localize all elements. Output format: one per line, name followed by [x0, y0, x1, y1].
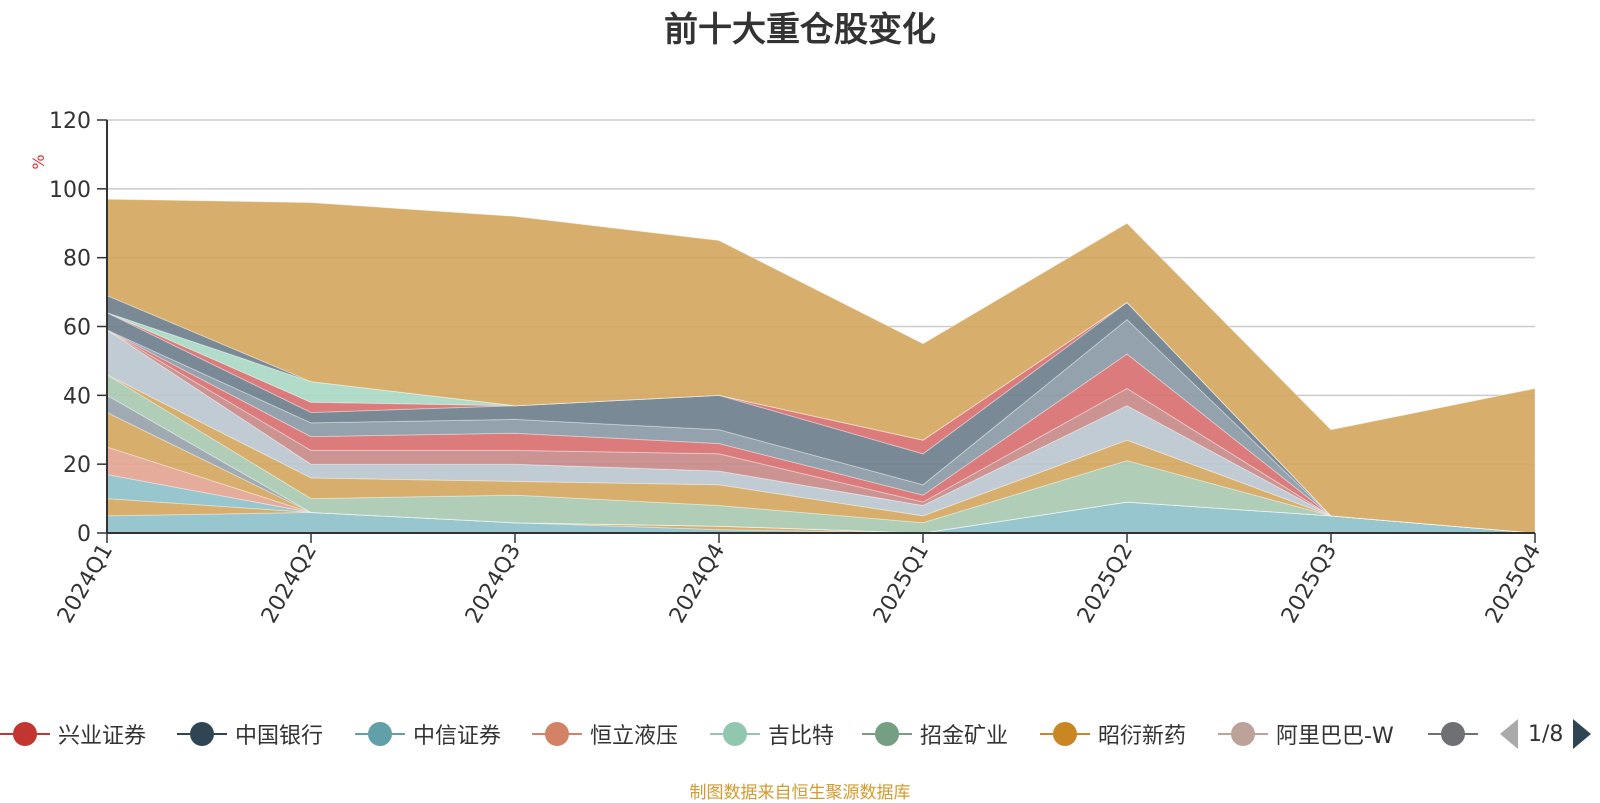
- legend-item[interactable]: 吉比特: [710, 716, 834, 752]
- legend-item[interactable]: 招金矿业: [862, 716, 1008, 752]
- legend-marker-icon: [177, 722, 227, 746]
- legend-item[interactable]: 昭衍新药: [1040, 716, 1186, 752]
- y-tick-label: 60: [63, 316, 91, 341]
- x-tick-label: 2024Q3: [461, 540, 526, 628]
- y-tick-label: 100: [49, 178, 91, 203]
- chart-title: 前十大重仓股变化: [664, 10, 936, 50]
- legend-item[interactable]: 恒立液压: [532, 716, 678, 752]
- x-tick-label: 2024Q2: [257, 540, 322, 628]
- legend-label: 吉比特: [768, 724, 835, 749]
- y-tick-label: 20: [63, 453, 91, 478]
- legend-marker-icon: [1040, 722, 1090, 746]
- legend-label: 阿里巴巴-W: [1276, 724, 1394, 749]
- legend-label: 昭衍新药: [1098, 724, 1187, 749]
- legend: 兴业证券 中国银行 中信证券 恒立液压 吉比特 招金矿业 昭衍新药 阿里巴巴-W: [0, 716, 1600, 752]
- legend-marker-icon: [710, 722, 760, 746]
- y-tick-label: 0: [77, 522, 91, 547]
- legend-item[interactable]: 阿里巴巴-W: [1218, 716, 1394, 752]
- legend-marker-icon: [0, 722, 50, 746]
- y-tick-label: 80: [63, 247, 91, 272]
- legend-item[interactable]: 中国银行: [177, 716, 323, 752]
- pager-next-icon[interactable]: [1573, 719, 1592, 749]
- pager-page: 1/8: [1528, 721, 1564, 747]
- source-note: 制图数据来自恒生聚源数据库: [689, 783, 911, 803]
- x-tick-label: 2025Q1: [869, 540, 934, 628]
- legend-item[interactable]: [1428, 716, 1478, 752]
- legend-marker-icon: [355, 722, 405, 746]
- stacked-area-chart: 0 20 40 60 80 100 120% 2024Q1 2024Q2 2024Q3 2024Q4…: [29, 109, 1546, 628]
- legend-pager: 1/8: [1500, 716, 1592, 752]
- legend-label: 招金矿业: [920, 724, 1009, 749]
- legend-label: 恒立液压: [590, 724, 679, 749]
- legend-marker-icon: [1428, 722, 1478, 746]
- legend-marker-icon: [862, 722, 912, 746]
- x-tick-label: 2024Q4: [665, 540, 730, 628]
- x-tick-label: 2024Q1: [53, 540, 118, 628]
- area-layer: [106, 198, 1536, 534]
- x-tick-label: 2025Q2: [1073, 540, 1138, 628]
- legend-label: 中国银行: [235, 724, 324, 749]
- legend-label: 中信证券: [413, 724, 502, 749]
- x-tick-label: 2025Q4: [1481, 540, 1546, 628]
- y-tick-label: 120: [49, 109, 91, 134]
- legend-label: 兴业证券: [58, 724, 147, 749]
- legend-marker-icon: [532, 722, 582, 746]
- legend-marker-icon: [1218, 722, 1268, 746]
- y-axis-unit: %: [29, 154, 48, 169]
- legend-item[interactable]: 中信证券: [355, 716, 501, 752]
- x-tick-label: 2025Q3: [1277, 540, 1342, 628]
- legend-item[interactable]: 兴业证券: [0, 716, 146, 752]
- pager-prev-icon[interactable]: [1500, 719, 1518, 749]
- y-tick-label: 40: [63, 384, 91, 409]
